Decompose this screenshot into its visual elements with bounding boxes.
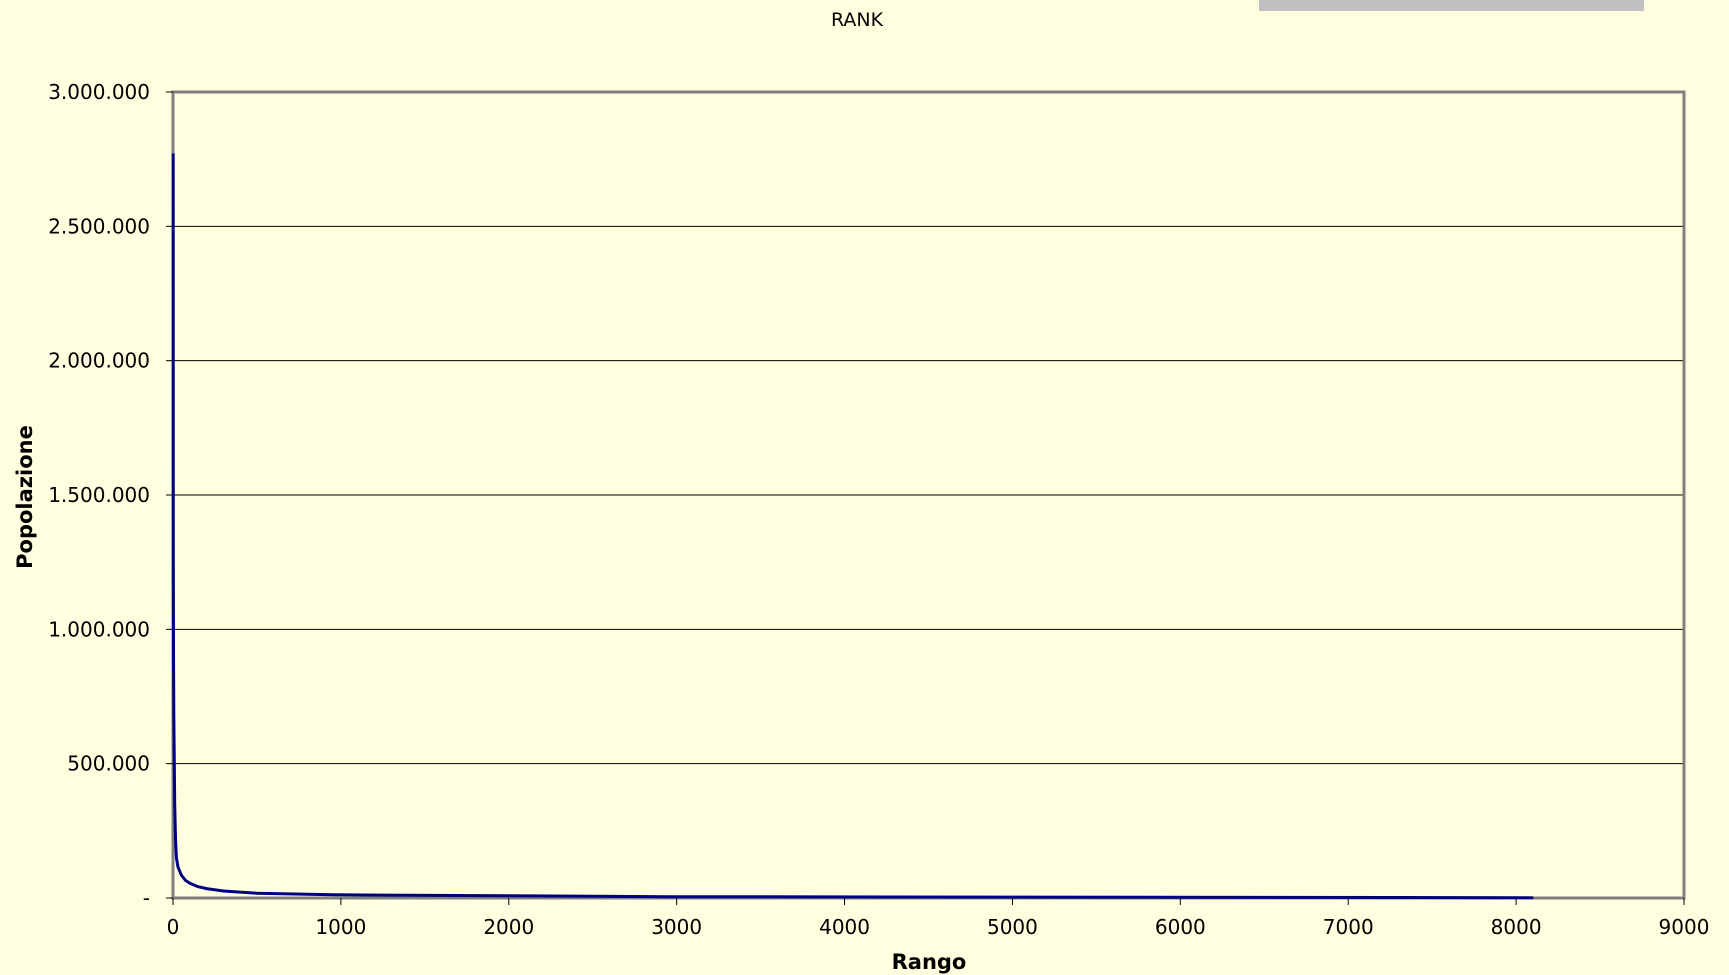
data-point-0-8 bbox=[180, 874, 183, 876]
x-tick-label-2: 2000 bbox=[483, 915, 534, 939]
x-tick-label-6: 6000 bbox=[1155, 915, 1206, 939]
series-layer bbox=[171, 152, 1534, 900]
y-tick-label-3: 1.500.000 bbox=[48, 483, 150, 507]
data-point-0-2 bbox=[172, 652, 175, 655]
x-axis-ticks: 0 1000 2000 3000 4000 5000 6000 7000 8000 9000 bbox=[167, 898, 1710, 939]
data-point-0-17 bbox=[1532, 896, 1534, 899]
x-tick-label-0: 0 bbox=[167, 915, 180, 939]
data-point-0-9 bbox=[184, 879, 187, 882]
data-point-0-14 bbox=[256, 892, 258, 894]
data-point-0-12 bbox=[205, 887, 208, 890]
data-point-0-16 bbox=[667, 895, 670, 898]
data-point-0-15 bbox=[331, 893, 334, 896]
data-point-0-11 bbox=[197, 885, 199, 888]
data-point-0-1 bbox=[172, 547, 175, 550]
x-tick-label-8: 8000 bbox=[1491, 915, 1542, 939]
y-axis-ticks: - 500.000 1.000.000 1.500.000 2.000.000 2.500… bbox=[48, 80, 173, 910]
y-tick-label-4: 2.000.000 bbox=[48, 349, 150, 373]
y-tick-label-2: 1.000.000 bbox=[48, 617, 150, 641]
chart-title: RANK bbox=[831, 9, 884, 31]
data-point-0-0 bbox=[172, 152, 174, 155]
y-tick-label-1: 500.000 bbox=[67, 752, 150, 776]
series-line-0 bbox=[171, 153, 1533, 900]
top-gray-bar bbox=[1259, 0, 1644, 11]
y-tick-label-6: 3.000.000 bbox=[48, 80, 150, 104]
x-axis-title: Rango bbox=[892, 950, 967, 974]
y-tick-label-5: 2.500.000 bbox=[48, 214, 150, 238]
x-tick-label-7: 7000 bbox=[1323, 915, 1374, 939]
y-axis-title: Popolazione bbox=[13, 425, 37, 569]
x-tick-label-9: 9000 bbox=[1659, 915, 1710, 939]
data-point-0-3 bbox=[173, 711, 175, 714]
data-point-0-7 bbox=[177, 866, 179, 868]
gridlines bbox=[173, 225, 1684, 765]
data-point-0-4 bbox=[173, 803, 176, 805]
data-point-0-6 bbox=[175, 856, 178, 859]
data-point-0-13 bbox=[222, 890, 225, 892]
x-tick-label-1: 1000 bbox=[315, 915, 366, 939]
data-point-0-10 bbox=[188, 882, 191, 885]
x-tick-label-4: 4000 bbox=[819, 915, 870, 939]
x-tick-label-3: 3000 bbox=[651, 915, 702, 939]
x-tick-label-5: 5000 bbox=[987, 915, 1038, 939]
y-tick-label-0: - bbox=[143, 886, 150, 910]
data-point-0-5 bbox=[174, 838, 177, 840]
